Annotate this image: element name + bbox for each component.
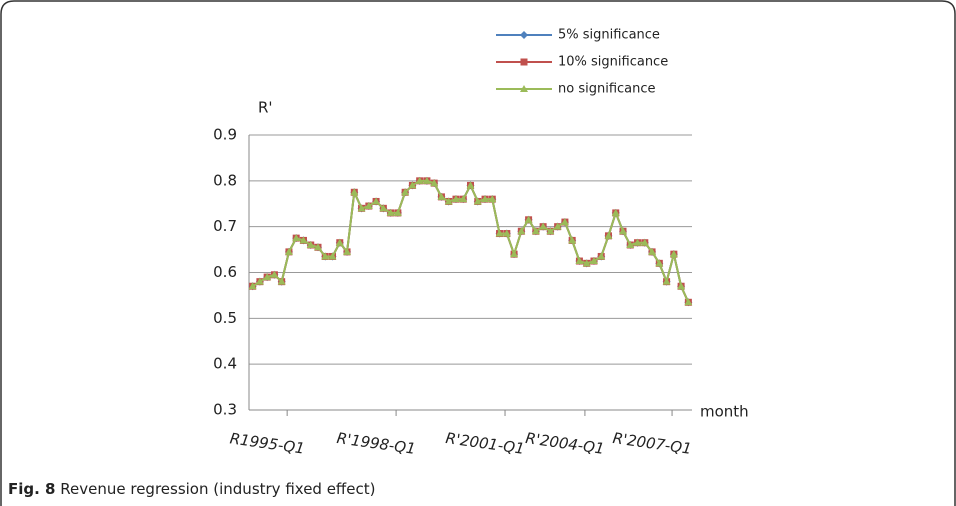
point [393, 208, 402, 216]
point [546, 227, 555, 235]
point [488, 195, 497, 203]
point [277, 277, 286, 285]
x-tick-label: R1995-Q1 [229, 429, 306, 457]
point [684, 298, 693, 306]
point [299, 236, 308, 244]
x-axis-label: month [700, 403, 749, 421]
x-tick-label: R'1998-Q1 [336, 429, 417, 458]
line [252, 179, 690, 303]
point [473, 197, 482, 205]
point [539, 222, 548, 230]
point [495, 229, 504, 237]
series [248, 176, 693, 306]
caption-text: Revenue regression (industry fixed effec… [60, 480, 376, 498]
point [662, 277, 671, 285]
point [619, 227, 628, 235]
point [597, 252, 606, 260]
point [379, 204, 388, 212]
point [335, 238, 344, 246]
point [520, 85, 528, 92]
caption: Fig. 8 Revenue regression (industry fixe… [8, 480, 375, 498]
point [357, 204, 366, 212]
y-axis-label: R' [258, 99, 273, 117]
point [372, 197, 381, 205]
caption-label: Fig. 8 [8, 480, 56, 498]
point [575, 257, 584, 265]
point [284, 247, 293, 255]
point [466, 181, 475, 189]
point [648, 247, 657, 255]
point [248, 282, 257, 290]
y-tick-label: 0.9 [213, 126, 237, 144]
y-tick-label: 0.5 [213, 309, 237, 327]
x-tick-label: R'2004-Q1 [524, 429, 605, 458]
point [520, 58, 528, 66]
y-tick-label: 0.4 [213, 355, 237, 373]
point [343, 247, 352, 255]
point [553, 222, 562, 230]
point [524, 215, 533, 223]
point [422, 176, 431, 184]
x-tick-label: R'2007-Q1 [612, 429, 693, 458]
point [560, 218, 569, 226]
point [437, 192, 446, 200]
point [408, 181, 417, 189]
point [263, 273, 272, 281]
point [582, 259, 591, 267]
point [386, 208, 395, 216]
point [510, 250, 519, 258]
point [531, 227, 540, 235]
y-tick-label: 0.8 [213, 171, 237, 189]
y-tick-label: 0.6 [213, 263, 237, 281]
point [640, 238, 649, 246]
series [248, 176, 693, 307]
point [444, 197, 453, 205]
point [481, 195, 490, 203]
point [611, 208, 620, 216]
point [451, 195, 460, 203]
point [669, 250, 678, 258]
point [350, 188, 359, 196]
point [401, 188, 410, 196]
line [252, 179, 690, 303]
point [292, 234, 301, 242]
point [270, 270, 279, 278]
series [249, 177, 692, 306]
point [306, 241, 315, 248]
legend-label: 10% significance [558, 55, 668, 70]
point [321, 252, 330, 260]
point [459, 195, 468, 203]
point [655, 259, 664, 267]
point [328, 252, 337, 260]
point [313, 243, 322, 251]
point [415, 176, 424, 184]
point [589, 257, 598, 265]
legend-label: 5% significance [558, 28, 660, 43]
point [626, 241, 635, 248]
x-tick-label: R'2001-Q1 [444, 429, 525, 458]
point [430, 179, 439, 187]
point [677, 282, 686, 290]
point [517, 227, 526, 235]
point [364, 202, 373, 210]
point [633, 238, 642, 246]
y-tick-label: 0.3 [213, 401, 237, 419]
line [252, 179, 690, 303]
point [255, 277, 264, 285]
point [568, 236, 577, 244]
point [604, 231, 613, 239]
y-tick-label: 0.7 [213, 217, 237, 235]
legend-label: no significance [558, 82, 656, 97]
point [502, 229, 511, 237]
point [520, 31, 528, 39]
